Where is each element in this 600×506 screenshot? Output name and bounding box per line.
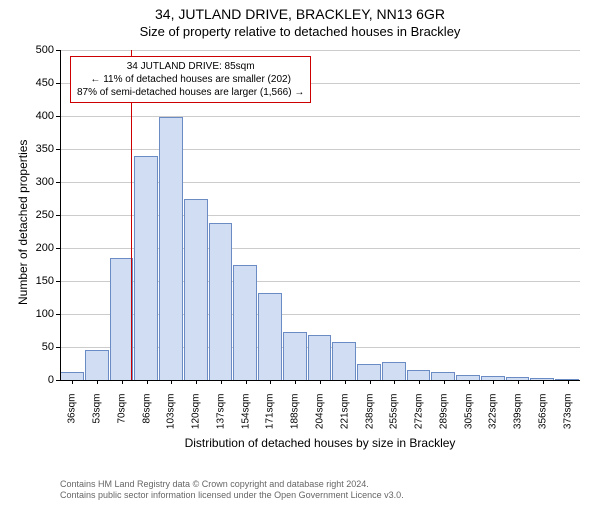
y-tick-label: 50 <box>14 341 54 353</box>
x-tick-label: 272sqm <box>414 394 425 444</box>
y-tick-label: 250 <box>14 209 54 221</box>
x-tick-label: 356sqm <box>537 394 548 444</box>
x-tick-label: 137sqm <box>215 394 226 444</box>
x-tick-label: 221sqm <box>339 394 350 444</box>
x-tick-label: 171sqm <box>265 394 276 444</box>
histogram-bar <box>184 199 208 381</box>
x-tick-label: 86sqm <box>141 394 152 444</box>
histogram-bar <box>407 370 431 380</box>
gridline <box>60 149 580 150</box>
y-tick-label: 200 <box>14 242 54 254</box>
y-tick-label: 0 <box>14 374 54 386</box>
gridline <box>60 50 580 51</box>
histogram-bar <box>332 342 356 380</box>
x-tick-label: 53sqm <box>92 394 103 444</box>
histogram-bar <box>209 223 233 380</box>
chart-title-subtitle: Size of property relative to detached ho… <box>0 24 600 39</box>
annotation-line3: 87% of semi-detached houses are larger (… <box>77 86 304 99</box>
annotation-box: 34 JUTLAND DRIVE: 85sqm← 11% of detached… <box>70 56 311 103</box>
histogram-bar <box>382 362 406 380</box>
histogram-bar <box>283 332 307 380</box>
footer-line2: Contains public sector information licen… <box>60 490 590 502</box>
y-tick-label: 100 <box>14 308 54 320</box>
histogram-bar <box>258 293 282 380</box>
x-tick-label: 255sqm <box>389 394 400 444</box>
x-tick-label: 103sqm <box>166 394 177 444</box>
y-tick-label: 150 <box>14 275 54 287</box>
y-tick-label: 300 <box>14 176 54 188</box>
chart-title-address: 34, JUTLAND DRIVE, BRACKLEY, NN13 6GR <box>0 6 600 22</box>
y-tick-label: 400 <box>14 110 54 122</box>
histogram-bar <box>85 350 109 380</box>
y-tick-label: 350 <box>14 143 54 155</box>
x-tick-label: 154sqm <box>240 394 251 444</box>
histogram-bar <box>431 372 455 380</box>
x-tick-label: 204sqm <box>315 394 326 444</box>
x-tick-label: 305sqm <box>463 394 474 444</box>
x-tick-label: 289sqm <box>438 394 449 444</box>
x-tick-label: 36sqm <box>67 394 78 444</box>
gridline <box>60 116 580 117</box>
annotation-line2: ← 11% of detached houses are smaller (20… <box>77 73 304 86</box>
histogram-bar <box>233 265 257 381</box>
histogram-bar <box>110 258 134 380</box>
histogram-bar <box>134 156 158 380</box>
x-tick-label: 339sqm <box>513 394 524 444</box>
x-tick-label: 322sqm <box>488 394 499 444</box>
histogram-bar <box>159 117 183 380</box>
footer-line1: Contains HM Land Registry data © Crown c… <box>60 479 590 491</box>
y-tick-label: 450 <box>14 77 54 89</box>
x-axis-line <box>60 380 580 381</box>
x-tick-label: 373sqm <box>562 394 573 444</box>
footer-attribution: Contains HM Land Registry data © Crown c… <box>60 479 590 502</box>
y-tick-label: 500 <box>14 44 54 56</box>
x-tick-label: 120sqm <box>191 394 202 444</box>
x-tick-label: 238sqm <box>364 394 375 444</box>
histogram-bar <box>308 335 332 380</box>
x-tick-label: 188sqm <box>290 394 301 444</box>
histogram-bar <box>357 364 381 381</box>
annotation-line1: 34 JUTLAND DRIVE: 85sqm <box>77 60 304 73</box>
histogram-bar <box>60 372 84 380</box>
x-tick-label: 70sqm <box>116 394 127 444</box>
y-axis-line <box>60 50 61 380</box>
